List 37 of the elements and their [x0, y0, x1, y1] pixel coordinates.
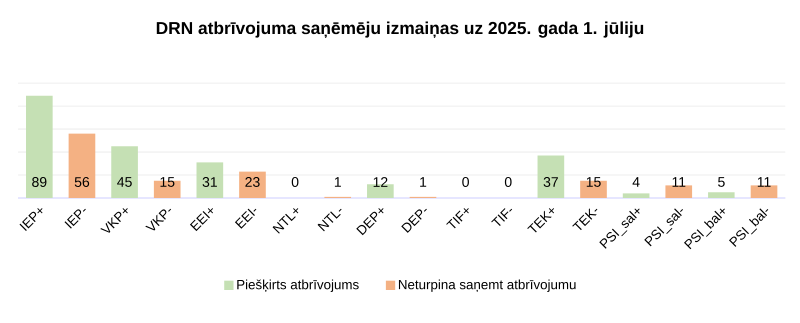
data-label: 31 — [202, 177, 217, 187]
x-tick-label: TIF+ — [446, 208, 469, 228]
bar — [622, 193, 650, 198]
bar — [538, 155, 564, 198]
data-label: 1 — [420, 177, 426, 187]
x-tick-label: EEI- — [234, 208, 256, 229]
bar — [196, 162, 224, 198]
legend-label: Piešķirts atbrīvojums — [237, 279, 359, 292]
data-label: 0 — [292, 177, 298, 187]
data-label: 4 — [632, 177, 640, 187]
data-label: 23 — [245, 177, 260, 187]
data-label: 5 — [718, 177, 725, 187]
data-label: 0 — [504, 177, 512, 187]
bar — [111, 146, 138, 198]
bar — [26, 96, 53, 198]
x-tick-label: IEP- — [64, 208, 86, 229]
legend-label: Neturpina saņemt atbrīvojumu — [398, 280, 576, 292]
data-label: 37 — [544, 177, 558, 187]
data-label: 89 — [32, 177, 46, 187]
data-label: 0 — [462, 177, 469, 187]
x-tick-label: VKP- — [145, 208, 172, 230]
bar — [239, 172, 266, 198]
x-tick-label: TEK- — [572, 208, 598, 230]
bar — [665, 185, 692, 198]
data-label: 12 — [374, 177, 388, 187]
bar — [708, 192, 735, 198]
data-label: 1 — [334, 177, 341, 187]
data-label: 15 — [586, 177, 601, 187]
x-tick-label: TIF- — [491, 208, 512, 226]
bar — [68, 134, 96, 198]
data-label: 11 — [672, 177, 686, 187]
data-label: 45 — [117, 177, 132, 187]
data-label: 56 — [74, 177, 90, 187]
data-label: 15 — [160, 177, 174, 187]
bar — [750, 185, 778, 198]
data-label: 11 — [758, 177, 771, 187]
chart-title: DRN atbrīvojuma saņēmēju izmaiņas uz 2025. gada 1. jūliju — [156, 21, 644, 38]
